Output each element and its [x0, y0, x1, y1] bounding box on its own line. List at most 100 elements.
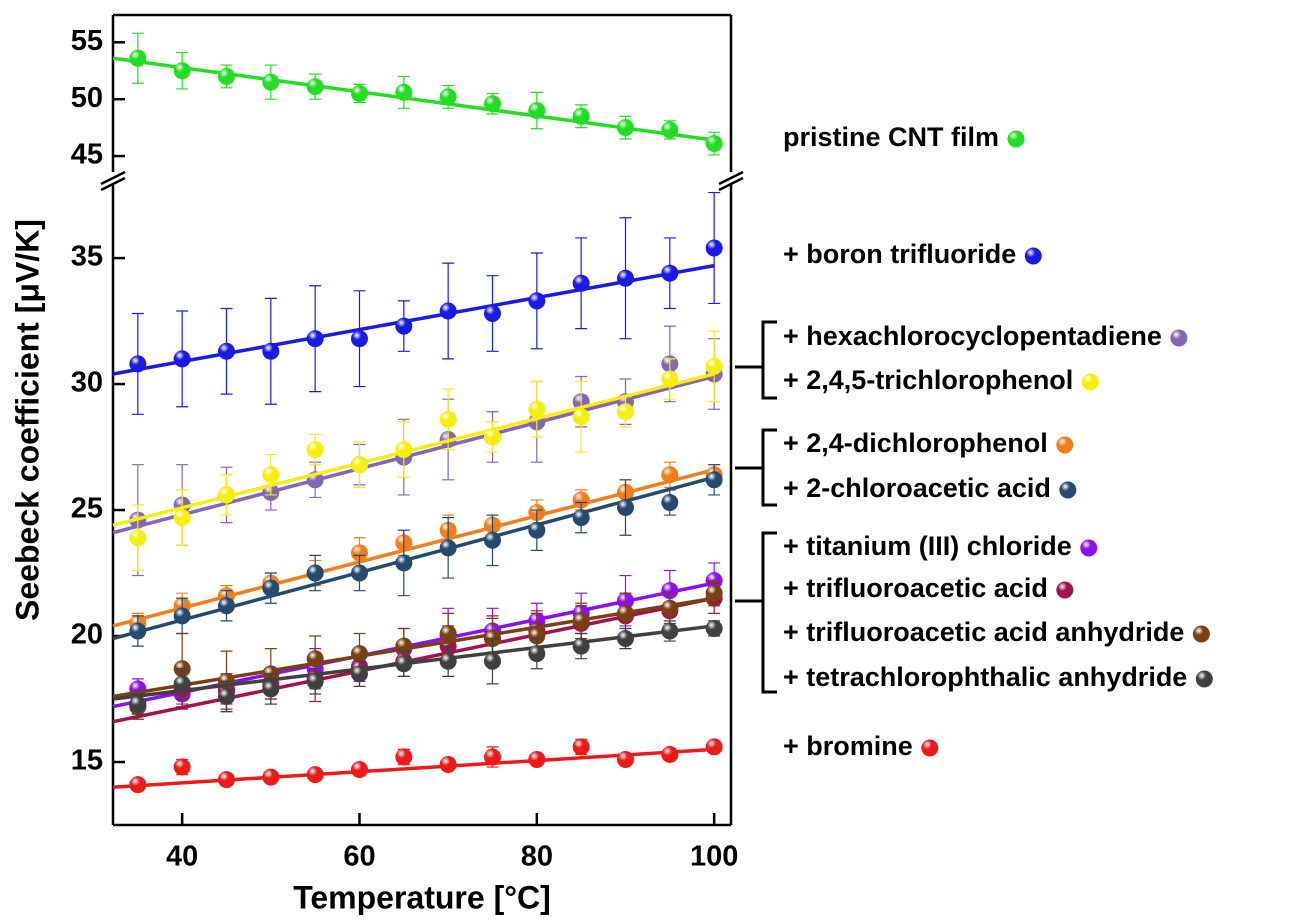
point [262, 73, 280, 91]
point [661, 370, 679, 388]
point [572, 491, 590, 509]
point [173, 350, 191, 368]
point [483, 428, 501, 446]
fit-line [112, 374, 715, 535]
point [129, 622, 147, 640]
point [572, 738, 590, 756]
legend-label: + 2,4-dichlorophenol [783, 428, 1048, 458]
point [129, 776, 147, 794]
y-tick-label: 20 [71, 619, 103, 651]
point [483, 748, 501, 766]
point [572, 509, 590, 527]
point [616, 403, 634, 421]
legend-marker [1024, 247, 1042, 265]
point [129, 355, 147, 373]
legend-label: + bromine [783, 731, 913, 761]
series [112, 738, 723, 794]
point [528, 102, 546, 120]
point [350, 330, 368, 348]
legend-marker [1170, 329, 1188, 347]
y-tick-label: 45 [71, 139, 103, 171]
point [705, 584, 723, 602]
y-tick-label: 15 [71, 745, 103, 777]
legend-label: + tetrachlorophthalic anhydride [783, 662, 1187, 692]
point [173, 758, 191, 776]
point [173, 607, 191, 625]
point [661, 582, 679, 600]
point [217, 771, 235, 789]
point [262, 579, 280, 597]
y-tick-label: 55 [71, 25, 103, 57]
point [572, 274, 590, 292]
point [306, 441, 324, 459]
point [439, 539, 457, 557]
legend-label: + 2-chloroacetic acid [783, 473, 1051, 503]
series [112, 191, 723, 415]
point [129, 49, 147, 67]
point [528, 400, 546, 418]
point [616, 604, 634, 622]
point [306, 650, 324, 668]
point [217, 342, 235, 360]
point [616, 269, 634, 287]
legend-marker [1192, 625, 1210, 643]
point [306, 330, 324, 348]
fit-line [112, 372, 715, 527]
point [217, 67, 235, 85]
point [572, 612, 590, 630]
y-tick-label: 35 [71, 241, 103, 273]
series [112, 464, 723, 647]
legend-marker [1056, 436, 1074, 454]
point [395, 441, 413, 459]
point [705, 738, 723, 756]
point [661, 622, 679, 640]
point [483, 305, 501, 323]
point [350, 564, 368, 582]
point [262, 342, 280, 360]
x-tick-label: 80 [521, 841, 553, 873]
point [306, 564, 324, 582]
legend-marker [1081, 373, 1099, 391]
x-tick-label: 100 [690, 841, 738, 873]
point [528, 521, 546, 539]
x-tick-label: 40 [166, 841, 198, 873]
point [528, 627, 546, 645]
point [129, 695, 147, 713]
point [705, 135, 723, 153]
point [350, 761, 368, 779]
point [483, 531, 501, 549]
legend-brackets [735, 320, 777, 694]
point [173, 509, 191, 527]
frame [100, 13, 744, 827]
fit-line [112, 596, 715, 699]
point [439, 88, 457, 106]
point [395, 637, 413, 655]
legend-label: + trifluoroacetic acid [783, 573, 1048, 603]
legend-marker [1007, 130, 1025, 148]
legend-label: + trifluoroacetic acid anhydride [783, 617, 1184, 647]
point [350, 665, 368, 683]
point [528, 292, 546, 310]
point [439, 756, 457, 774]
series [112, 619, 723, 715]
point [306, 78, 324, 96]
legend-label: pristine CNT film [783, 122, 999, 152]
point [572, 408, 590, 426]
point [661, 264, 679, 282]
series [112, 330, 723, 572]
point [661, 493, 679, 511]
legend-marker [1059, 481, 1077, 499]
point [395, 317, 413, 335]
point [616, 499, 634, 517]
legend-label: + titanium (III) chloride [783, 531, 1072, 561]
point [395, 83, 413, 101]
fit-line [112, 468, 715, 628]
point [616, 630, 634, 648]
legend-marker [1056, 581, 1074, 599]
y-axis-title: Seebeck coefficient [μV/K] [9, 219, 45, 621]
point [572, 637, 590, 655]
point [350, 456, 368, 474]
point [306, 766, 324, 784]
point [616, 119, 634, 137]
point [661, 599, 679, 617]
